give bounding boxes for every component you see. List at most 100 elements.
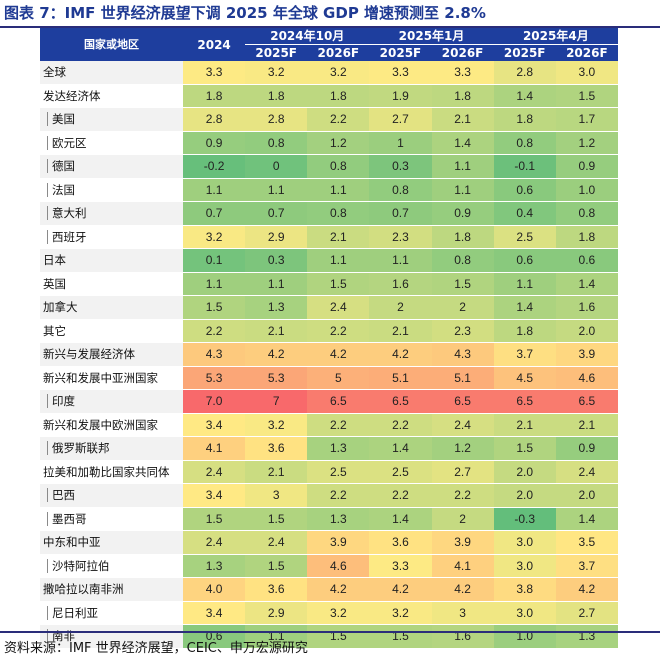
table-row: 意大利 0.7 0.7 0.8 0.7 0.9 0.4 0.8 — [40, 201, 618, 226]
value-cell: 0.4 — [493, 201, 556, 226]
value-cell: 3 — [431, 601, 494, 625]
row-label: 美国 — [47, 112, 75, 127]
row-label-cell: 其它 — [40, 319, 184, 343]
value-cell: 2.1 — [245, 460, 308, 484]
value-cell: 0.8 — [307, 201, 370, 226]
table-body: 全球 3.3 3.2 3.2 3.3 3.3 2.8 3.0 发达经济体 1.8 1.8 1.8 1.9… — [40, 61, 618, 649]
value-cell: 2.0 — [493, 460, 556, 484]
value-cell: 6.5 — [431, 389, 494, 414]
value-cell: 2.5 — [493, 225, 556, 249]
value-cell: 1.3 — [307, 436, 370, 461]
table-row: 西班牙 3.2 2.9 2.1 2.3 1.8 2.5 1.8 — [40, 225, 618, 249]
table-row: 法国 1.1 1.1 1.1 0.8 1.1 0.6 1.0 — [40, 178, 618, 202]
header-2024: 2024 — [183, 28, 246, 61]
table-row: 新兴和发展中欧洲国家 3.4 3.2 2.2 2.2 2.4 2.1 2.1 — [40, 413, 618, 437]
value-cell: 1.3 — [555, 624, 618, 649]
value-cell: 2.4 — [555, 460, 618, 484]
value-cell: 1.7 — [555, 107, 618, 132]
value-cell: 0.8 — [307, 154, 370, 179]
value-cell: 3.4 — [183, 601, 246, 625]
header-sub: 2025F — [369, 44, 432, 61]
value-cell: 2.3 — [431, 319, 494, 343]
value-cell: 6.5 — [493, 389, 556, 414]
value-cell: 1.1 — [431, 154, 494, 179]
value-cell: 2.2 — [431, 483, 494, 508]
value-cell: 1.1 — [183, 178, 246, 202]
table-row: 巴西 3.4 3 2.2 2.2 2.2 2.0 2.0 — [40, 483, 618, 508]
value-cell: 2 — [431, 295, 494, 320]
row-label-cell: 发达经济体 — [40, 84, 184, 108]
value-cell: 1.4 — [555, 272, 618, 296]
value-cell: 2.8 — [245, 107, 308, 132]
value-cell: 2.2 — [369, 413, 432, 437]
row-label: 意大利 — [47, 206, 87, 221]
value-cell: 1.8 — [431, 225, 494, 249]
row-label-cell: 英国 — [40, 272, 184, 296]
value-cell: 2.2 — [369, 483, 432, 508]
value-cell: 1.8 — [307, 84, 370, 108]
value-cell: 2.1 — [369, 319, 432, 343]
row-label: 拉美和加勒比国家共同体 — [43, 464, 170, 479]
value-cell: 0.6 — [493, 248, 556, 273]
row-label-cell: 拉美和加勒比国家共同体 — [40, 460, 184, 484]
row-label-cell: 美国 — [40, 107, 184, 132]
value-cell: 2.2 — [307, 319, 370, 343]
value-cell: 0.9 — [555, 154, 618, 179]
value-cell: 1.3 — [307, 507, 370, 531]
value-cell: 3 — [245, 483, 308, 508]
value-cell: 5.3 — [245, 366, 308, 390]
header-sub: 2026F — [555, 44, 618, 61]
value-cell: 1.6 — [555, 295, 618, 320]
value-cell: 4.1 — [431, 554, 494, 578]
value-cell: 1.0 — [555, 178, 618, 202]
value-cell: 1 — [369, 131, 432, 155]
value-cell: 6.5 — [555, 389, 618, 414]
value-cell: 0.9 — [431, 201, 494, 226]
row-label-cell: 墨西哥 — [40, 507, 184, 531]
value-cell: 3.2 — [245, 413, 308, 437]
value-cell: 1.1 — [431, 178, 494, 202]
value-cell: 3.2 — [307, 61, 370, 85]
table-row: 日本 0.1 0.3 1.1 1.1 0.8 0.6 0.6 — [40, 248, 618, 273]
value-cell: 5.1 — [431, 366, 494, 390]
value-cell: 1.9 — [369, 84, 432, 108]
row-label: 发达经济体 — [43, 88, 101, 103]
row-label-cell: 新兴和发展中亚洲国家 — [40, 366, 184, 390]
value-cell: 1.2 — [307, 131, 370, 155]
value-cell: 7 — [245, 389, 308, 414]
value-cell: 1.8 — [555, 225, 618, 249]
table-row: 墨西哥 1.5 1.5 1.3 1.4 2 -0.3 1.4 — [40, 507, 618, 531]
title-rule — [0, 26, 660, 28]
row-label-cell: 俄罗斯联邦 — [40, 436, 184, 461]
value-cell: 0 — [245, 154, 308, 179]
table-header: 国家或地区 2024 2024年10月 2025年1月 2025年4月 2025… — [40, 28, 618, 61]
value-cell: 4.2 — [369, 342, 432, 367]
row-label-cell: 西班牙 — [40, 225, 184, 249]
row-label: 中东和中亚 — [43, 535, 101, 550]
row-label: 其它 — [43, 323, 66, 338]
row-label-cell: 日本 — [40, 248, 184, 273]
value-cell: 1.2 — [431, 436, 494, 461]
value-cell: 1.5 — [183, 295, 246, 320]
value-cell: 3.2 — [183, 225, 246, 249]
value-cell: 2.1 — [307, 225, 370, 249]
value-cell: 5.3 — [183, 366, 246, 390]
table-row: 南非 0.6 1.1 1.5 1.5 1.6 1.0 1.3 — [40, 624, 618, 649]
value-cell: 3.6 — [369, 530, 432, 555]
header-group-oct-2024: 2024年10月 — [245, 28, 370, 45]
value-cell: 1.8 — [493, 107, 556, 132]
value-cell: 6.5 — [369, 389, 432, 414]
value-cell: 6.5 — [307, 389, 370, 414]
row-label: 欧元区 — [47, 135, 87, 150]
value-cell: 4.2 — [555, 577, 618, 602]
value-cell: 2.2 — [307, 483, 370, 508]
value-cell: 3.4 — [183, 413, 246, 437]
value-cell: 1.4 — [493, 295, 556, 320]
value-cell: 1.1 — [245, 178, 308, 202]
value-cell: 0.3 — [245, 248, 308, 273]
row-label: 全球 — [43, 65, 66, 80]
value-cell: 2 — [431, 507, 494, 531]
value-cell: 2.4 — [183, 460, 246, 484]
header-sub: 2026F — [431, 44, 494, 61]
value-cell: 3.2 — [307, 601, 370, 625]
